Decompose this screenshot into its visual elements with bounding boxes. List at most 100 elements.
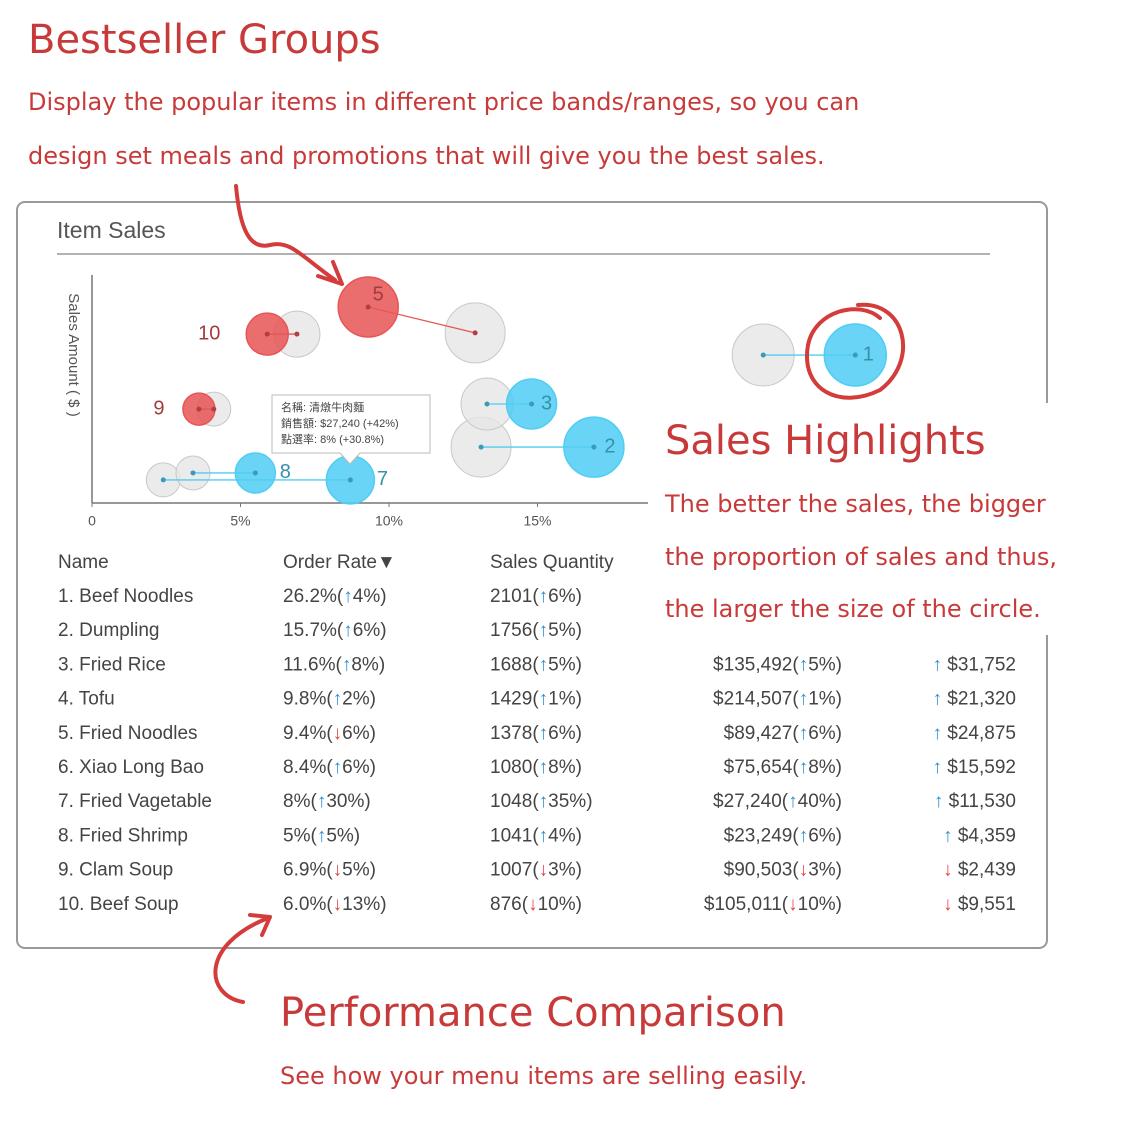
table-cell: ↓ $2,439 xyxy=(943,860,1016,881)
table-cell: $90,503(↓3%) xyxy=(724,860,842,881)
table-cell: $135,492(↑5%) xyxy=(713,654,842,675)
callout-text: the proportion of sales and thus, xyxy=(665,543,1057,571)
bubble-label: 10 xyxy=(198,322,220,344)
callout-text: Display the popular items in different p… xyxy=(28,88,859,116)
table-cell: 7. Fried Vagetable xyxy=(58,791,212,812)
bubble-center xyxy=(365,304,371,310)
table-cell: 1756(↑5%) xyxy=(490,620,582,641)
bubble-center xyxy=(252,470,258,476)
plot: 0 5% 10% 15% 1 2 3 5 7 8 9 10 xyxy=(88,276,888,529)
table-cell: 11.6%(↑8%) xyxy=(283,654,385,675)
table-cell: ↑ $15,592 xyxy=(932,757,1016,778)
panel-title: Item Sales xyxy=(57,217,166,243)
table-cell: 5%(↑5%) xyxy=(283,825,360,846)
bubble-center xyxy=(347,477,353,483)
table-cell: ↓ $9,551 xyxy=(943,894,1016,915)
table-cell: 5. Fried Noodles xyxy=(58,723,198,744)
table-cell: 3. Fried Rice xyxy=(58,654,166,675)
table-cell: 1688(↑5%) xyxy=(490,654,582,675)
table-cell: 9. Clam Soup xyxy=(58,860,173,881)
table-cell: 8.4%(↑6%) xyxy=(283,757,376,778)
previous-center xyxy=(190,470,196,476)
arrowhead xyxy=(316,260,344,286)
table-cell: 8. Fried Shrimp xyxy=(58,825,188,846)
callout-text: See how your menu items are selling easi… xyxy=(280,1062,807,1090)
table-cell: 10. Beef Soup xyxy=(58,894,179,915)
column-header: Order Rate▼ xyxy=(283,552,396,573)
table-cell: 2101(↑6%) xyxy=(490,586,582,607)
callout-title: Sales Highlights xyxy=(665,418,986,464)
column-header: Name xyxy=(58,552,109,573)
x-tick-label: 15% xyxy=(523,513,551,529)
arrowhead xyxy=(248,913,272,937)
bubble-label: 3 xyxy=(541,392,552,414)
y-axis-label: Sales Amount ( $ ) xyxy=(65,293,82,416)
table-cell: 15.7%(↑6%) xyxy=(283,620,387,641)
bubble-center xyxy=(852,352,858,358)
table-cell: 1. Beef Noodles xyxy=(58,586,193,607)
table-cell: ↑ $24,875 xyxy=(932,723,1016,744)
callout-title: Performance Comparison xyxy=(280,990,786,1036)
x-tick-label: 0 xyxy=(88,513,96,529)
bubble-center xyxy=(196,406,202,412)
bubble-label: 8 xyxy=(280,461,291,483)
highlight-overlay xyxy=(648,403,1136,635)
callout-text: the larger the size of the circle. xyxy=(665,595,1041,623)
bubble-label: 7 xyxy=(377,468,388,490)
previous-center xyxy=(160,477,166,483)
table-cell: 1080(↑8%) xyxy=(490,757,582,778)
callout-text: The better the sales, the bigger xyxy=(664,490,1046,518)
table-cell: 1007(↓3%) xyxy=(490,860,582,881)
table-cell: ↑ $31,752 xyxy=(932,654,1016,675)
bubble-center xyxy=(529,401,535,407)
table-cell: 26.2%(↑4%) xyxy=(283,586,387,607)
previous-center xyxy=(472,330,478,336)
table-cell: 1048(↑35%) xyxy=(490,791,593,812)
table-cell: 4. Tofu xyxy=(58,689,115,710)
bubble-center xyxy=(591,444,597,450)
bubble-center xyxy=(264,331,270,337)
table-cell: $27,240(↑40%) xyxy=(713,791,842,812)
table-cell: 9.4%(↓6%) xyxy=(283,723,376,744)
table-cell: 6. Xiao Long Bao xyxy=(58,757,204,778)
highlight-circle xyxy=(804,302,906,400)
bubble-label: 1 xyxy=(863,343,874,365)
table-cell: 876(↓10%) xyxy=(490,894,582,915)
column-header: Sales Quantity xyxy=(490,552,614,573)
previous-center xyxy=(211,406,217,412)
callout-text: design set meals and promotions that wil… xyxy=(28,142,825,170)
table-cell: 1378(↑6%) xyxy=(490,723,582,744)
tooltip-line: 點選率: 8% (+30.8%) xyxy=(281,432,384,446)
table-cell: $105,011(↓10%) xyxy=(704,894,842,915)
previous-center xyxy=(760,352,766,358)
bubble-label: 5 xyxy=(373,283,384,305)
tooltip-box xyxy=(271,394,431,465)
table-cell: $214,507(↑1%) xyxy=(713,689,842,710)
table-cell: $89,427(↑6%) xyxy=(724,723,842,744)
tooltip-line: 銷售額: $27,240 (+42%) xyxy=(281,416,399,430)
table-cell: 1429(↑1%) xyxy=(490,689,582,710)
x-tick-label: 5% xyxy=(230,513,250,529)
table: Name Order Rate▼ Sales Quantity 1. Beef Noo… xyxy=(58,552,1016,915)
x-tick-label: 10% xyxy=(375,513,403,529)
callout-title: Bestseller Groups xyxy=(28,17,381,63)
table-cell: ↑ $21,320 xyxy=(932,689,1016,710)
arrow xyxy=(234,184,337,282)
table-cell: 8%(↑30%) xyxy=(283,791,371,812)
previous-center xyxy=(484,401,490,407)
table-cell: ↑ $11,530 xyxy=(934,791,1016,812)
table-cell: 1041(↑4%) xyxy=(490,825,582,846)
annotations: Bestseller Groups Display the popular ite… xyxy=(28,17,1057,1090)
tooltip-line: 名稱: 清燉牛肉麵 xyxy=(281,400,364,414)
table-cell: ↑ $4,359 xyxy=(943,825,1016,846)
table-cell: 9.8%(↑2%) xyxy=(283,689,376,710)
bubble-label: 2 xyxy=(604,435,615,457)
table-cell: 6.9%(↓5%) xyxy=(283,860,376,881)
previous-center xyxy=(294,331,300,337)
bubble-label: 9 xyxy=(153,397,164,419)
table-cell: $23,249(↑6%) xyxy=(724,825,842,846)
arrow xyxy=(213,916,270,1004)
table-cell: $75,654(↑8%) xyxy=(724,757,842,778)
